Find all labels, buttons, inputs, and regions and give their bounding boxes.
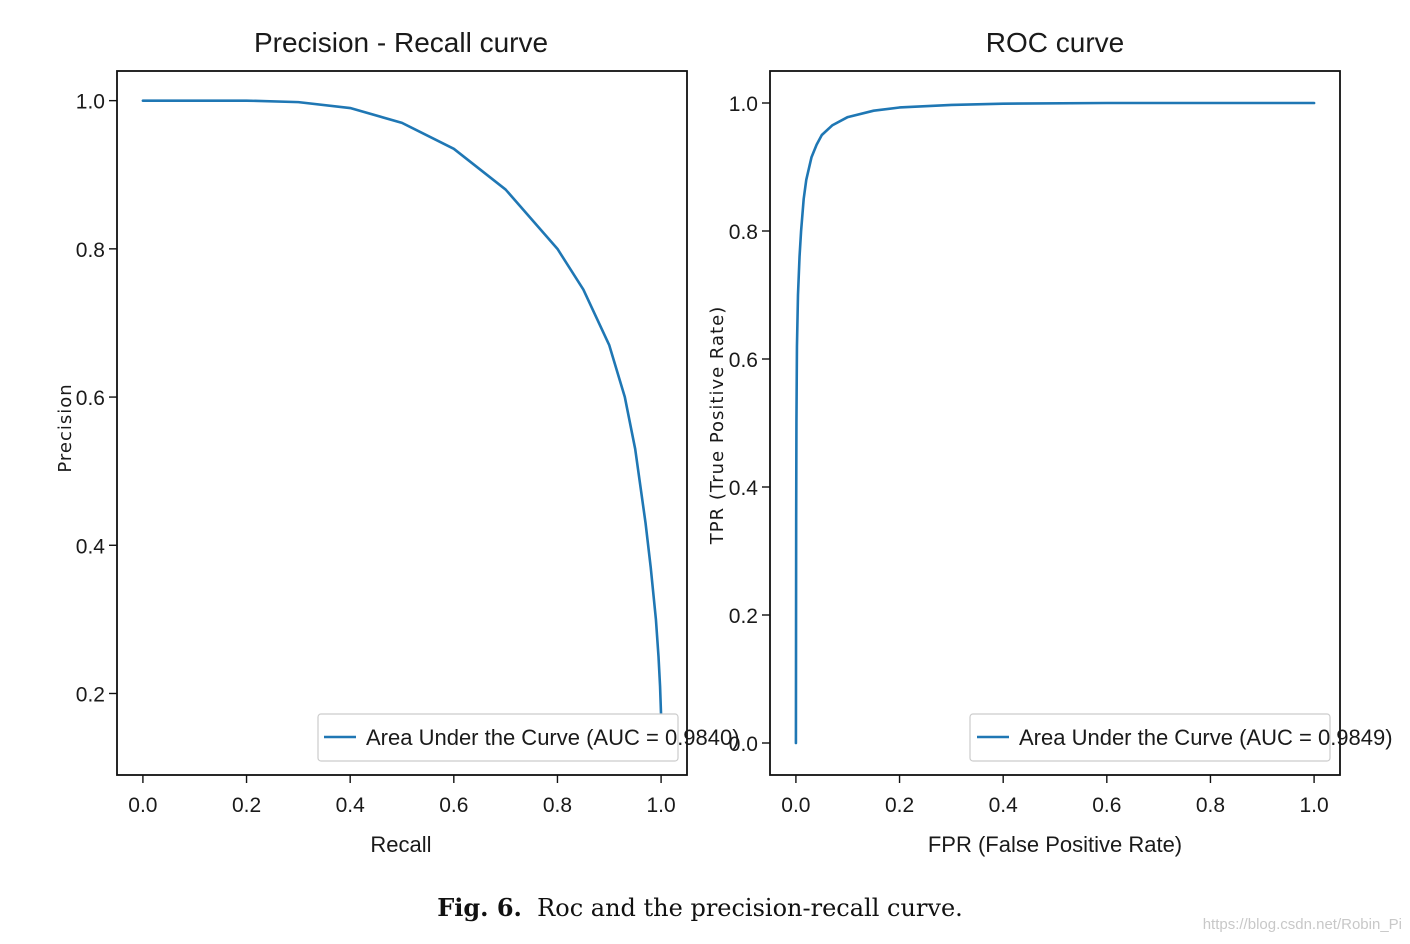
watermark: https://blog.csdn.net/Robin_Pi [1202,916,1402,933]
y-tick-label: 0.4 [76,535,106,558]
plot-frame [769,70,1341,776]
y-tick-label: 1.0 [729,93,758,116]
legend-box [317,713,679,762]
legend: Area Under the Curve (AUC = 0.9840) [317,713,740,762]
y-tick-label: 0.2 [76,683,105,706]
plot-frame [116,70,688,776]
y-tick-label: 1.0 [76,91,105,114]
x-tick-label: 0.4 [989,794,1019,817]
x-tick-label: 0.8 [1196,794,1225,817]
x-tick-label: 0.8 [543,794,572,817]
x-tick-label: 0.2 [232,794,261,817]
figure-caption: Fig. 6. Roc and the precision-recall cur… [0,893,1400,922]
curves [141,99,663,718]
roc-chart: ROC curve 0.0 0.2 0.4 0.6 0.8 1.0 0.0 0.2 0.4 0.6… [707,27,1393,857]
y-tick-label: 0.0 [729,733,758,756]
series-line [794,101,1316,745]
x-axis-label: Recall [370,832,431,857]
y-tick-label: 0.8 [729,221,758,244]
y-axis-label: TPR (True Positive Rate) [707,306,728,545]
x-tick-label: 0.2 [885,794,914,817]
ticks: 0.0 0.2 0.4 0.6 0.8 1.0 0.0 0.2 0.4 0.6 0.8 1.0 [729,93,1329,817]
y-tick-label: 0.8 [76,239,105,262]
y-tick-label: 0.6 [76,387,105,410]
x-tick-label: 0.0 [781,794,810,817]
x-tick-label: 1.0 [646,794,675,817]
chart-title: ROC curve [986,27,1124,58]
x-tick-label: 1.0 [1299,794,1328,817]
caption-text: Roc and the precision-recall curve. [537,894,963,922]
legend: Area Under the Curve (AUC = 0.9849) [969,713,1393,762]
x-tick-label: 0.6 [1092,794,1121,817]
x-tick-label: 0.6 [439,794,468,817]
precision-recall-chart: Precision - Recall curve 0.0 0.2 0.4 0.6 0.8… [55,27,740,857]
y-axis-label: Precision [55,383,76,472]
x-tick-label: 0.0 [128,794,157,817]
x-axis-label: FPR (False Positive Rate) [928,832,1182,857]
legend-label: Area Under the Curve (AUC = 0.9849) [1019,725,1393,750]
legend-label: Area Under the Curve (AUC = 0.9840) [366,725,740,750]
legend-box [969,713,1331,762]
y-tick-label: 0.2 [729,605,758,628]
chart-title: Precision - Recall curve [254,27,548,58]
curves [794,101,1316,745]
x-tick-label: 0.4 [336,794,366,817]
series-line [141,99,663,718]
caption-label: Fig. 6. [437,893,522,922]
y-tick-label: 0.6 [729,349,758,372]
y-tick-label: 0.4 [729,477,759,500]
ticks: 0.0 0.2 0.4 0.6 0.8 1.0 0.2 0.4 0.6 0.8 1.0 [76,91,676,817]
